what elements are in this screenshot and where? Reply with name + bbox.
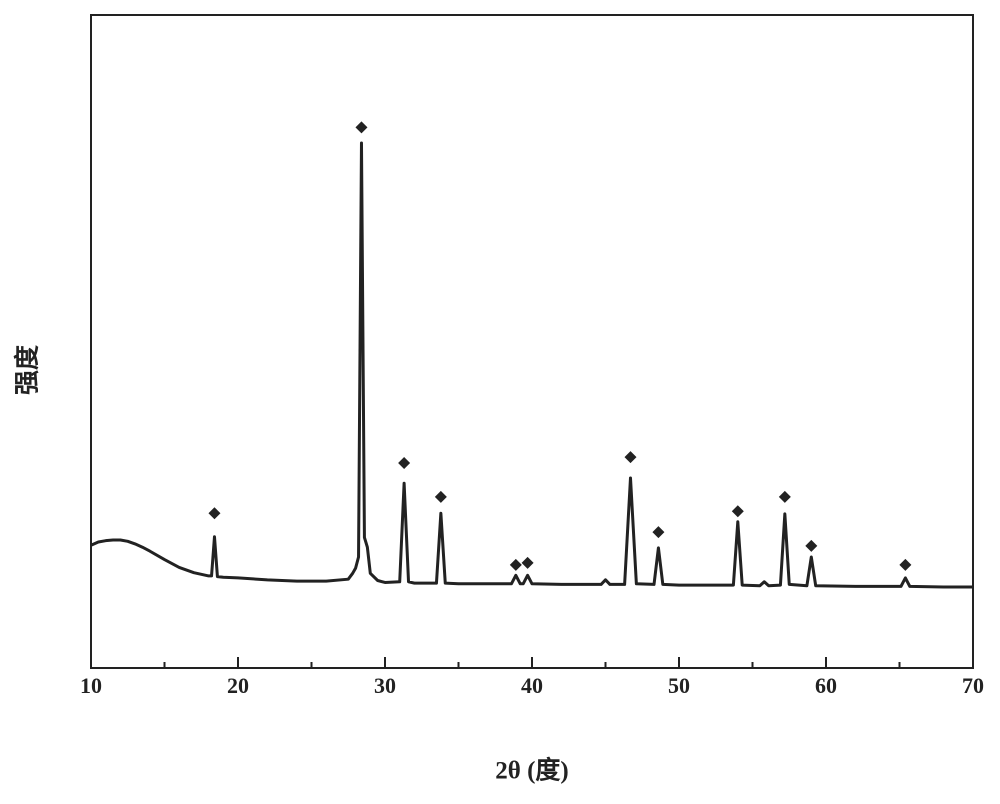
x-axis-label: 2θ (度) — [495, 756, 568, 785]
peak-marker — [624, 451, 637, 464]
x-tick-label: 30 — [374, 673, 396, 698]
peak-marker — [652, 526, 665, 539]
peak-marker — [434, 490, 447, 503]
peak-marker — [355, 121, 368, 134]
x-tick-label: 10 — [80, 673, 102, 698]
y-axis-label: 强度 — [13, 345, 42, 395]
peak-marker — [521, 556, 534, 569]
peak-marker — [899, 558, 912, 571]
x-tick-label: 40 — [521, 673, 543, 698]
x-tick-label: 60 — [815, 673, 837, 698]
x-tick-label: 70 — [962, 673, 984, 698]
peak-marker — [398, 456, 411, 469]
peak-marker — [208, 507, 221, 520]
xrd-line — [90, 141, 973, 589]
peak-marker — [805, 539, 818, 552]
peak-marker — [778, 490, 791, 503]
peak-marker — [509, 558, 522, 571]
x-tick-label: 20 — [227, 673, 249, 698]
peak-marker — [731, 505, 744, 518]
plot-frame — [90, 14, 974, 669]
x-tick-label: 50 — [668, 673, 690, 698]
